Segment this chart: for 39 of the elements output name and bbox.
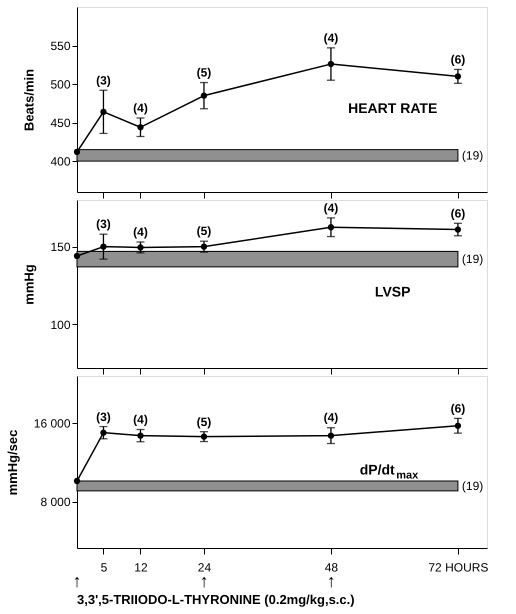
- annotation: (6): [450, 401, 466, 416]
- annotation: (4): [324, 410, 338, 425]
- y-tick-label: 400: [50, 154, 71, 169]
- x-tick-label: 12: [134, 560, 148, 574]
- annotation: (3): [96, 73, 111, 88]
- y-tick-label: 500: [50, 78, 71, 92]
- y-tick-label: 8 000: [40, 495, 71, 510]
- band-label: (19): [462, 252, 484, 266]
- annotation: (4): [133, 101, 148, 115]
- annotation: (6): [450, 206, 466, 220]
- y-axis-title: mmHg/sec: [4, 430, 20, 496]
- y-axis-title: mmHg: [21, 264, 36, 305]
- annotation: (5): [196, 415, 212, 430]
- annotation: (3): [96, 410, 111, 424]
- annotation: (3): [96, 217, 111, 232]
- text: ↑: [72, 571, 82, 591]
- y-tick-label: 450: [50, 116, 71, 130]
- annotation: (4): [324, 30, 338, 45]
- band-label: (19): [462, 478, 484, 493]
- y-tick-label: 100: [50, 318, 71, 332]
- point: [74, 148, 80, 156]
- point: [74, 252, 80, 260]
- annotation: (4): [133, 225, 148, 239]
- band-label: (19): [462, 148, 484, 162]
- annotation: (5): [196, 224, 212, 238]
- y-tick-label: 550: [50, 39, 71, 54]
- annotation: HEART RATE: [348, 100, 438, 116]
- annotation: (4): [324, 200, 338, 215]
- annotation: LVSP: [374, 283, 410, 300]
- x-tick-label: 72 HOURS: [428, 560, 488, 574]
- text: 3,3',5-TRIIODO-L-THYRONINE (0.2mg/kg,s.c.): [77, 592, 355, 607]
- annotation: (5): [196, 66, 212, 80]
- y-tick-label: 150: [50, 240, 71, 254]
- annotation: (4): [133, 412, 148, 427]
- y-tick-label: 16 000: [34, 416, 71, 430]
- x-tick-label: 5: [100, 560, 108, 574]
- annotation: (6): [450, 52, 466, 66]
- y-axis-title: Beats/min: [21, 68, 36, 132]
- point: [74, 478, 80, 484]
